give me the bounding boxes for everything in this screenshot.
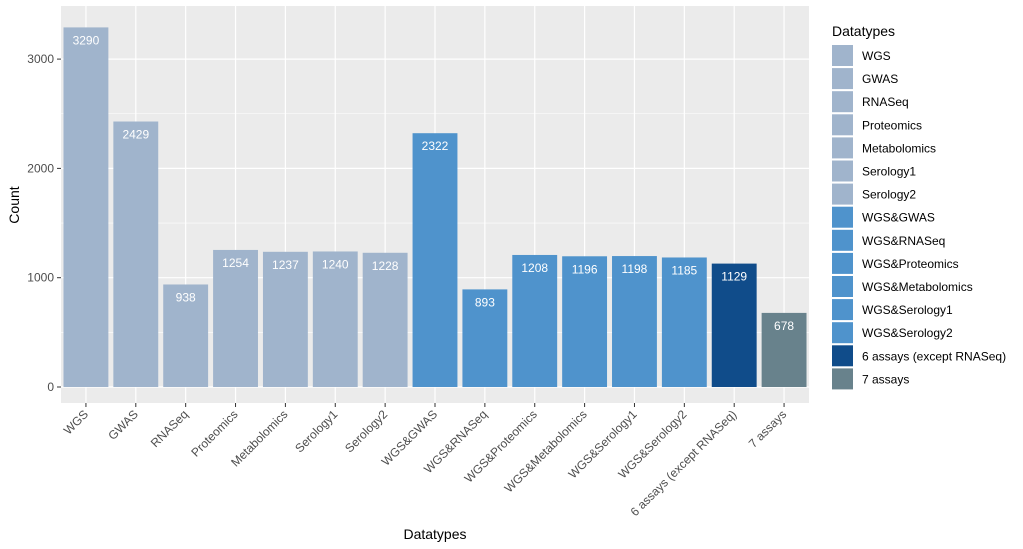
legend-key: [832, 368, 853, 390]
legend-label: Metabolomics: [862, 141, 936, 155]
bars: [63, 27, 807, 387]
legend-label: RNASeq: [862, 95, 909, 109]
data-label: 3290: [73, 33, 100, 47]
legend-label: Serology1: [862, 165, 916, 179]
legend-label: WGS&RNASeq: [862, 234, 945, 248]
x-tick-label: 7 assays: [746, 407, 789, 450]
x-tick-label: Serology2: [342, 407, 390, 455]
bar: [512, 254, 558, 387]
x-tick-label: RNASeq: [148, 407, 191, 450]
bar: [312, 251, 358, 387]
data-labels: 3290 2429 938 1254 1237 1240 1228 2322 893 1208 11…: [73, 33, 795, 332]
legend-key: [832, 206, 853, 228]
legend-key: [832, 183, 853, 205]
data-label: 1237: [272, 258, 299, 272]
legend-label: WGS&Metabolomics: [862, 280, 973, 294]
legend-key: [832, 68, 853, 90]
y-axis-title: Count: [6, 186, 22, 223]
legend-key: [832, 114, 853, 136]
data-label: 2322: [422, 139, 449, 153]
data-label: 678: [774, 319, 794, 333]
x-axis-title: Datatypes: [403, 526, 466, 542]
legend-label: Serology2: [862, 188, 916, 202]
data-label: 1198: [622, 262, 648, 276]
data-label: 2429: [122, 128, 149, 142]
legend-key: [832, 252, 853, 274]
data-label: 893: [475, 295, 495, 309]
bar: [612, 256, 657, 387]
bar: [711, 263, 757, 387]
legend-key: [832, 45, 853, 66]
data-label: 1228: [372, 259, 399, 273]
y-tick-label: 2000: [27, 161, 54, 175]
y-tick-label: 0: [47, 380, 54, 394]
legend-label: GWAS: [862, 72, 898, 86]
legend-label: 7 assays: [862, 372, 909, 386]
bar: [412, 133, 458, 387]
legend-key: [832, 322, 853, 344]
legend-key: [832, 276, 853, 297]
legend-label: WGS&GWAS: [862, 211, 935, 225]
bar: [462, 289, 508, 387]
legend-label: WGS: [862, 49, 891, 63]
x-tick-label: GWAS: [105, 407, 141, 443]
x-tick-label: Serology1: [292, 407, 340, 455]
data-label: 1185: [671, 263, 697, 277]
bar: [761, 312, 807, 387]
bar: [661, 257, 707, 387]
x-tick-label: Proteomics: [188, 407, 240, 459]
bar: [562, 256, 608, 387]
y-tick-label: 3000: [27, 52, 54, 66]
bar: [362, 252, 408, 387]
data-label: 1240: [322, 257, 349, 271]
legend-label: WGS&Serology2: [862, 326, 953, 340]
data-label: 1196: [572, 262, 598, 276]
data-label: 1208: [521, 261, 548, 275]
legend: Datatypes WGS GWAS RNASeq Proteomics Metabol…: [832, 23, 1006, 390]
data-label: 1129: [721, 270, 747, 284]
x-tick-label: WGS&Metabolomics: [502, 407, 590, 495]
bar: [163, 284, 209, 387]
y-tick-label: 1000: [27, 271, 54, 285]
legend-key: [832, 137, 853, 159]
legend-label: WGS&Serology1: [862, 303, 953, 317]
legend-key: [832, 299, 853, 321]
legend-key: [832, 345, 853, 367]
legend-label: 6 assays (except RNASeq): [862, 349, 1006, 363]
bar: [213, 249, 258, 387]
data-label: 938: [176, 290, 196, 304]
legend-label: Proteomics: [862, 118, 922, 132]
legend-key: [832, 91, 853, 113]
legend-label: WGS&Proteomics: [862, 257, 959, 271]
data-label: 1254: [222, 256, 249, 270]
bar: [63, 27, 109, 387]
x-tick-label: WGS: [61, 407, 91, 437]
x-tick-label: 6 assays (except RNASeq): [628, 407, 740, 519]
bar: [113, 121, 159, 387]
bar: [262, 251, 308, 387]
legend-key: [832, 229, 853, 251]
legend-title: Datatypes: [832, 23, 895, 39]
y-axis: 0 1000 2000 3000: [27, 52, 61, 394]
legend-key: [832, 160, 853, 182]
